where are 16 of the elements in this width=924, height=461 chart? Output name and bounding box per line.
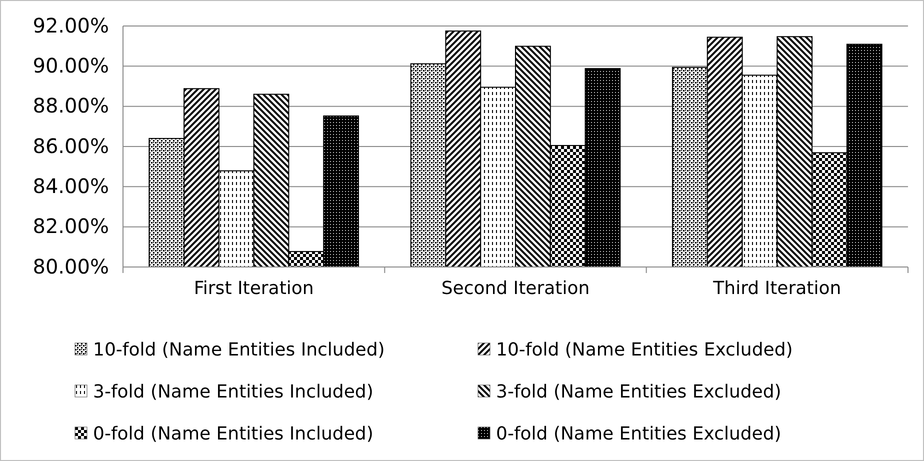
legend-label: 0-fold (Name Entities Excluded) <box>496 423 782 444</box>
x-tick-label: First Iteration <box>194 278 314 299</box>
legend-label: 10-fold (Name Entities Included) <box>93 339 385 360</box>
y-tick-label: 80.00% <box>32 254 109 278</box>
y-tick-label: 86.00% <box>32 134 109 158</box>
x-tick-label: Third Iteration <box>712 278 842 299</box>
legend-label: 0-fold (Name Entities Included) <box>93 423 374 444</box>
y-tick-label: 84.00% <box>32 174 109 198</box>
y-tick-label: 92.00% <box>32 13 109 38</box>
legend-label: 10-fold (Name Entities Excluded) <box>496 339 793 360</box>
legend-label: 3-fold (Name Entities Included) <box>93 381 374 402</box>
legend-label: 3-fold (Name Entities Excluded) <box>496 381 782 402</box>
y-tick-label: 82.00% <box>32 214 109 238</box>
x-tick-label: Second Iteration <box>441 278 590 299</box>
y-tick-label: 88.00% <box>32 94 109 118</box>
y-tick-label: 90.00% <box>32 54 109 78</box>
